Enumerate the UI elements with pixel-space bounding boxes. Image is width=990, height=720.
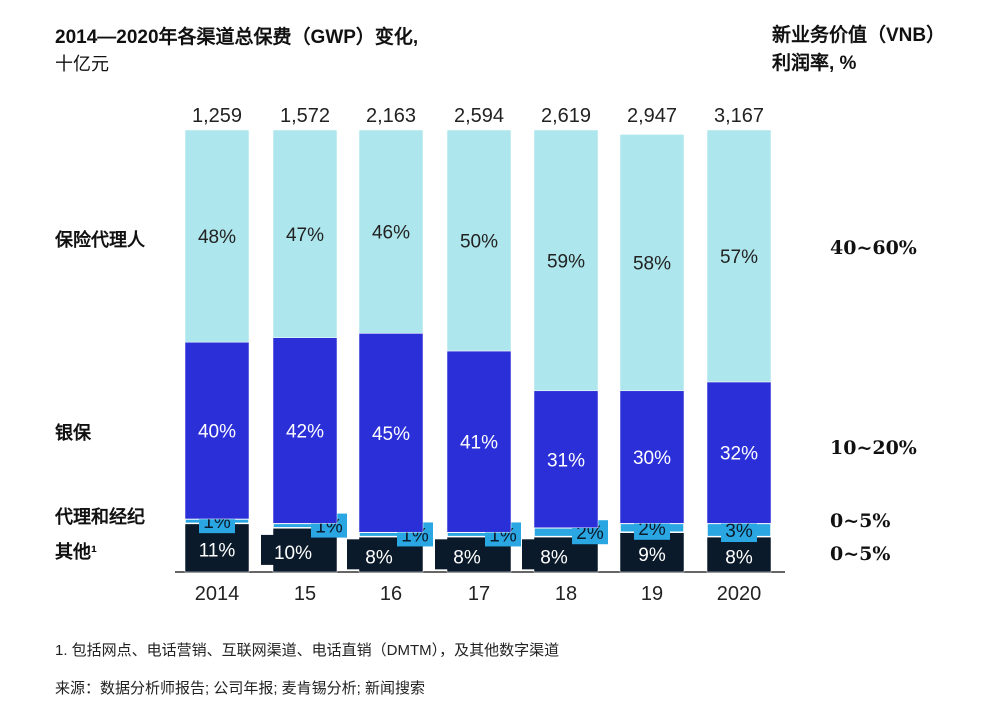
data-label-other: 8% <box>453 547 481 568</box>
data-label-agent: 50% <box>460 232 498 253</box>
data-label-other: 11% <box>199 541 236 562</box>
bar-bank <box>619 390 685 524</box>
label-box-other <box>435 539 475 570</box>
row-label-bank: 银保 <box>55 423 91 443</box>
x-tick-label: 19 <box>641 583 663 605</box>
row-label-other: 其他¹ <box>55 542 97 562</box>
data-label-other: 9% <box>638 545 666 566</box>
unit-label: 十亿元 <box>55 54 109 74</box>
vnb-bank: 10~20% <box>830 437 917 459</box>
x-tick-label: 17 <box>468 583 490 605</box>
data-label-broker: 2% <box>638 519 666 540</box>
x-tick-label: 2014 <box>195 583 240 605</box>
data-label-broker: 3% <box>725 521 753 542</box>
label-box-other <box>347 539 387 570</box>
data-label-agent: 57% <box>720 247 758 268</box>
vnb-other: 0~5% <box>830 543 891 565</box>
bar-bank <box>533 390 599 529</box>
data-label-bank: 30% <box>633 448 671 469</box>
total-label: 1,259 <box>192 105 242 127</box>
bar-agent <box>619 134 685 392</box>
x-tick-label: 18 <box>555 583 577 605</box>
bar-agent <box>446 129 512 352</box>
bar-agent <box>706 129 772 383</box>
data-label-agent: 58% <box>633 254 671 275</box>
data-label-other: 8% <box>540 547 568 568</box>
vnb-title: 新业务价值（VNB） 利润率, % <box>772 22 945 78</box>
data-label-bank: 40% <box>198 422 236 443</box>
data-label-bank: 45% <box>372 424 410 445</box>
bar-agent <box>533 129 599 392</box>
label-box-other <box>522 539 562 570</box>
x-tick-label: 2020 <box>717 583 762 605</box>
vnb-agent: 40~60% <box>830 237 917 259</box>
data-label-agent: 46% <box>372 223 410 244</box>
bar-agent <box>272 129 338 338</box>
data-label-bank: 42% <box>286 422 324 443</box>
data-label-other: 10% <box>274 543 312 564</box>
vnb-title-line2: 利润率, % <box>772 53 857 74</box>
row-label-broker: 代理和经纪 <box>55 507 145 527</box>
bar-bank <box>446 350 512 533</box>
bar-agent <box>358 129 424 334</box>
row-label-agent: 保险代理人 <box>55 230 145 250</box>
total-label: 3,167 <box>714 105 764 127</box>
data-label-other: 8% <box>365 547 393 568</box>
total-label: 2,163 <box>366 105 416 127</box>
source-note: 来源：数据分析师报告; 公司年报; 麦肯锡分析; 新闻搜索 <box>55 680 426 697</box>
total-label: 2,594 <box>454 105 504 127</box>
total-label: 2,619 <box>541 105 591 127</box>
data-label-agent: 59% <box>547 251 585 272</box>
chart-title: 2014—2020年各渠道总保费（GWP）变化, <box>55 27 419 48</box>
x-tick-label: 16 <box>380 583 402 605</box>
data-label-bank: 32% <box>720 444 758 465</box>
bar-other <box>706 536 772 573</box>
bar-agent <box>184 129 250 343</box>
data-label-broker: 2% <box>576 523 604 544</box>
bar-bank <box>272 337 338 524</box>
vnb-broker: 0~5% <box>830 510 891 532</box>
bar-bank <box>706 381 772 524</box>
data-label-other: 8% <box>725 547 753 568</box>
total-label: 1,572 <box>280 105 330 127</box>
data-label-bank: 41% <box>460 433 498 454</box>
x-tick-label: 15 <box>294 583 316 605</box>
data-label-bank: 31% <box>547 450 585 471</box>
footnote: 1. 包括网点、电话营销、互联网渠道、电话直销（DMTM），及其他数字渠道 <box>55 642 560 659</box>
total-label: 2,947 <box>627 105 677 127</box>
data-label-agent: 47% <box>286 225 324 246</box>
vnb-title-line1: 新业务价值（VNB） <box>772 25 946 46</box>
data-label-agent: 48% <box>198 227 236 248</box>
label-box-other <box>261 534 301 565</box>
